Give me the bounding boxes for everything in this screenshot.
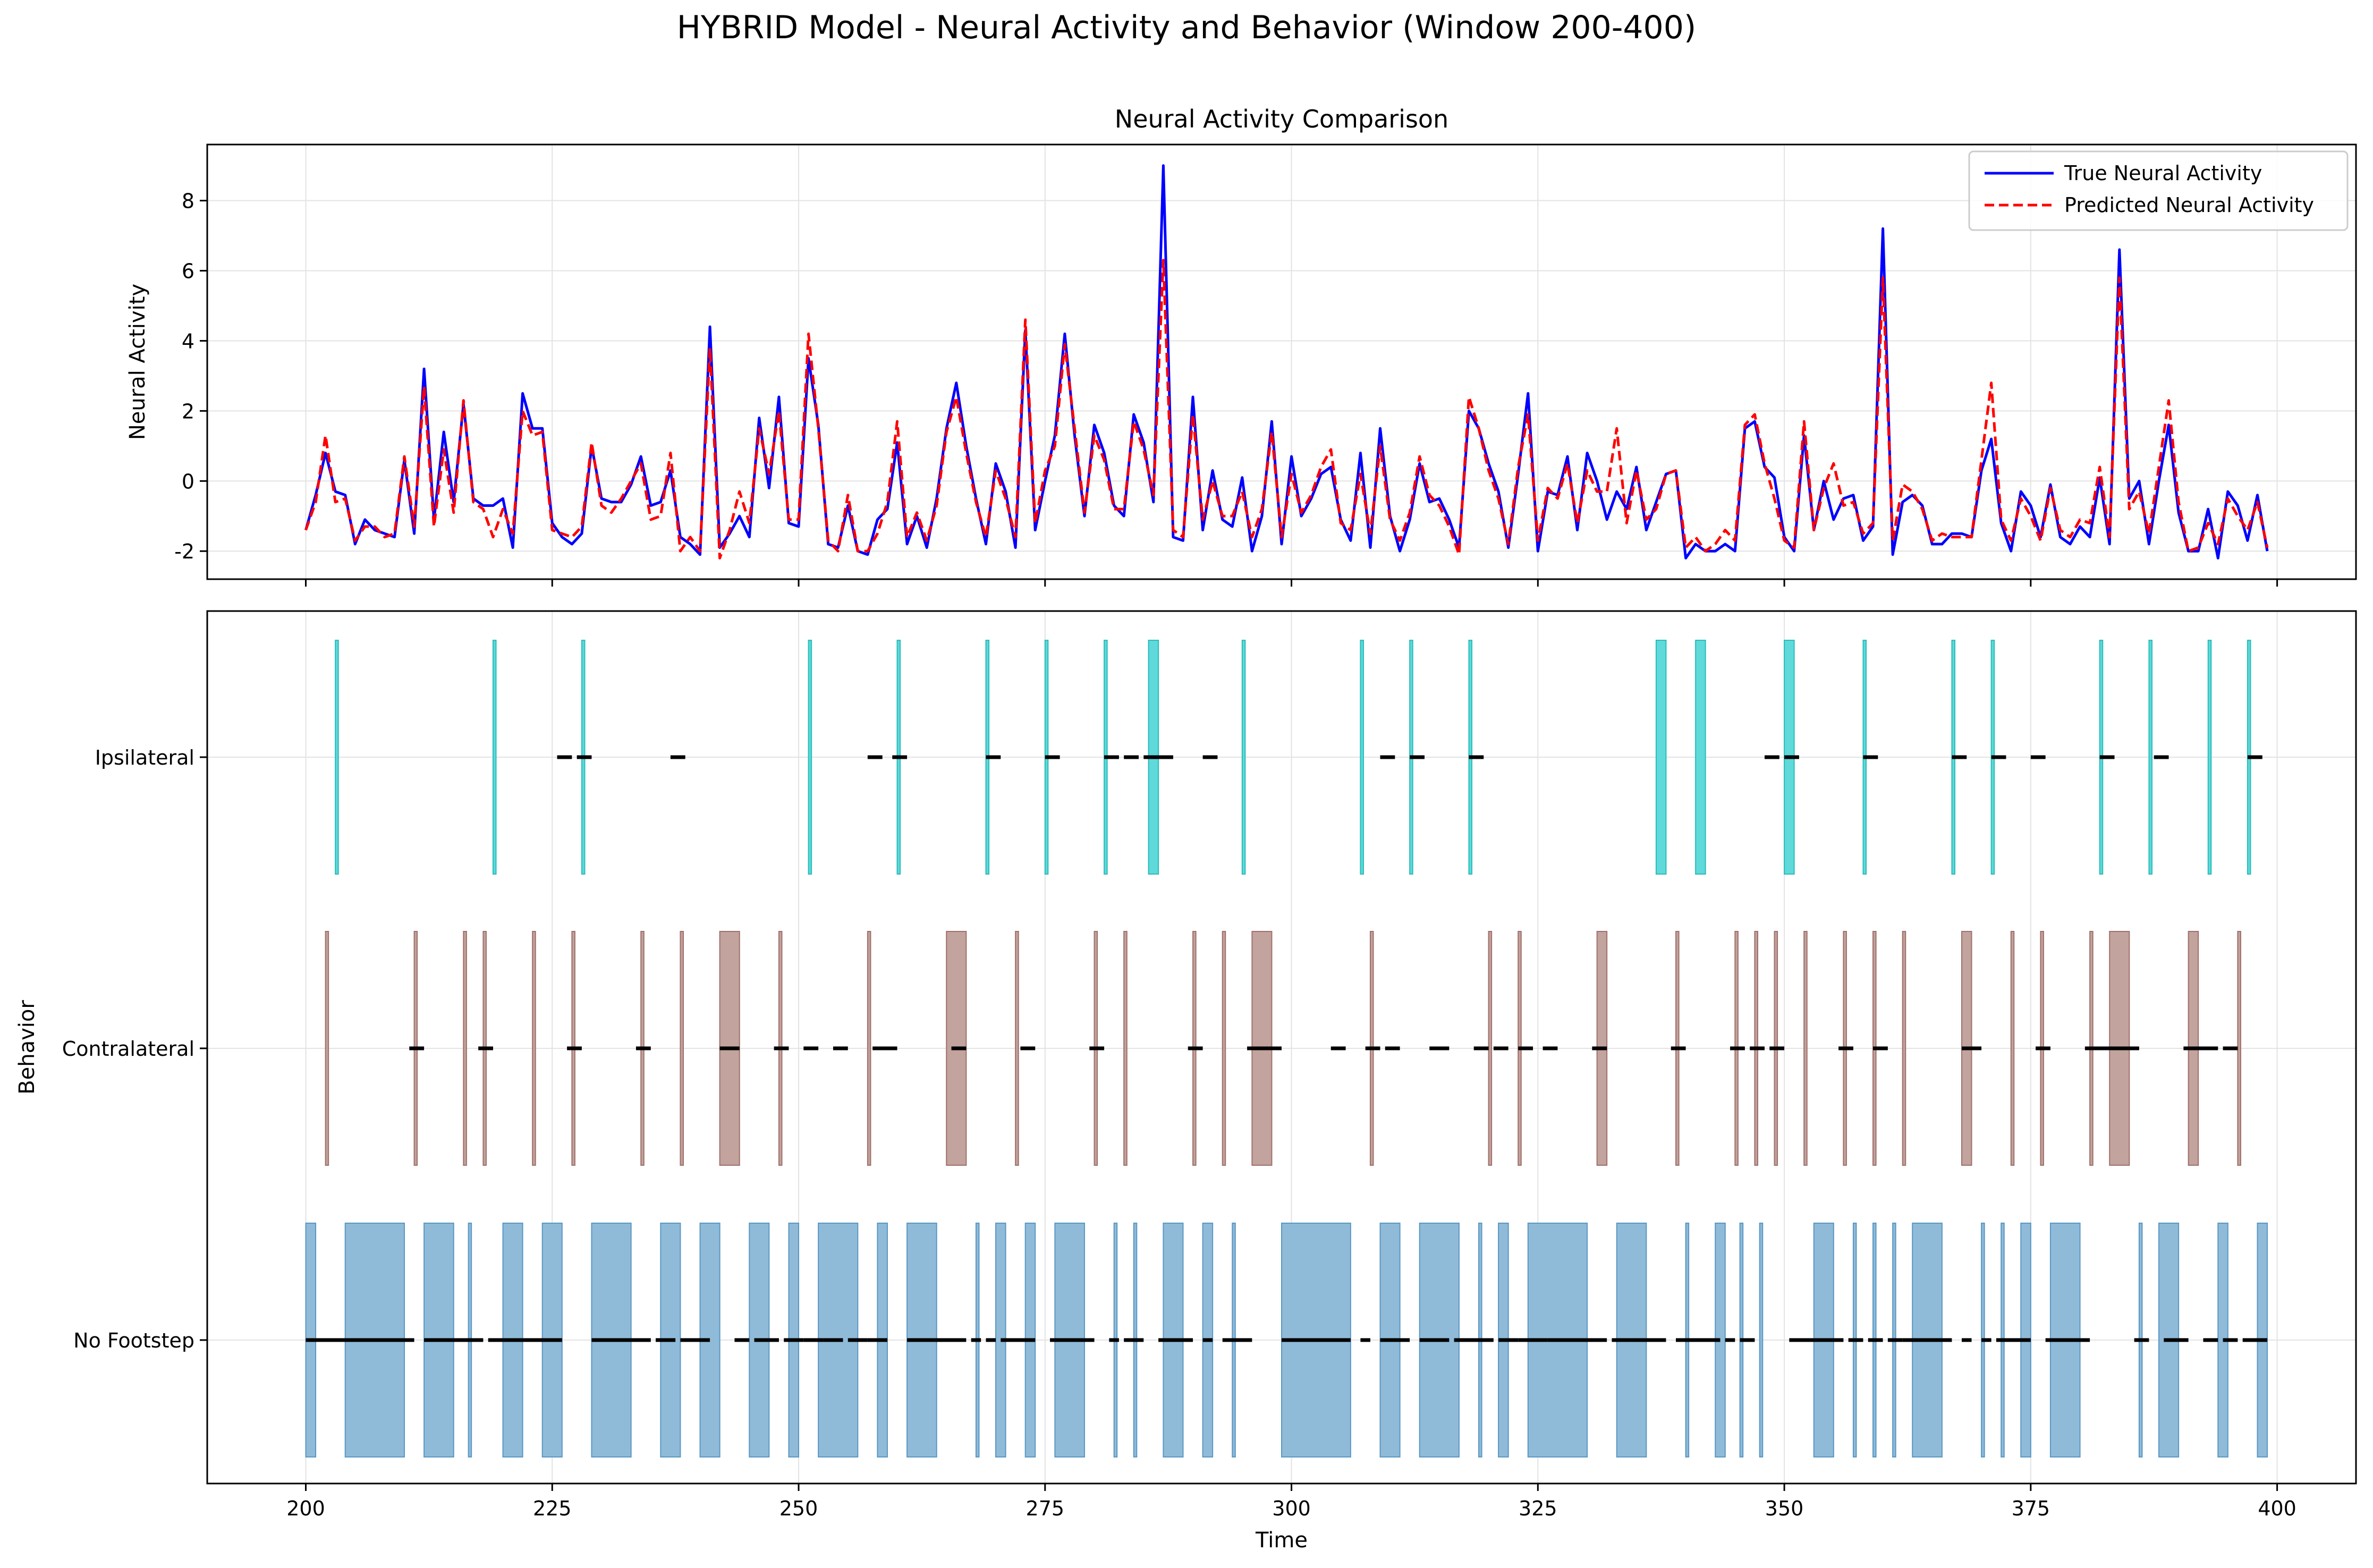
- true-activity-line: [304, 164, 2269, 560]
- bottom-x-tick-label: 325: [1519, 1497, 1557, 1520]
- legend-pred-label: Predicted Neural Activity: [2064, 193, 2314, 217]
- behavior-panel: 200 225 250 275 300 325 350 375 400 Ipsilateral Co…: [15, 610, 2357, 1553]
- bottom-y-tick-label: Contralateral: [62, 1037, 194, 1061]
- bottom-x-tick-label: 275: [1026, 1497, 1065, 1520]
- contralateral-span: [463, 931, 467, 1166]
- contralateral-span: [680, 931, 684, 1166]
- predicted-activity-line: [304, 259, 2269, 560]
- top-series-lines: [304, 164, 2269, 560]
- contralateral-span: [1488, 931, 1493, 1166]
- ipsilateral-span: [1241, 640, 1246, 875]
- contralateral-span: [1803, 931, 1808, 1166]
- top-grid: [207, 145, 2356, 579]
- top-title: Neural Activity Comparison: [1115, 105, 1448, 133]
- bottom-ylabel: Behavior: [15, 1000, 39, 1095]
- bottom-x-tick-label: 300: [1272, 1497, 1311, 1520]
- contralateral-span: [2010, 931, 2015, 1166]
- bottom-x-tick-label: 225: [533, 1497, 572, 1520]
- ipsilateral-span: [492, 640, 497, 875]
- top-y-tick-label: 4: [182, 329, 194, 353]
- bottom-x-tick-label: 400: [2258, 1497, 2296, 1520]
- bottom-x-tick-label: 350: [1765, 1497, 1804, 1520]
- top-y-tick-label: -2: [174, 540, 194, 563]
- contralateral-span: [867, 931, 871, 1166]
- bottom-axes-frame: [206, 610, 2357, 1485]
- legend-box: [1968, 150, 2349, 231]
- no-footstep-span: [1759, 1223, 1764, 1457]
- ipsilateral-span: [2148, 640, 2153, 875]
- bottom-ticks: 200 225 250 275 300 325 350 375 400 Ipsilateral Co…: [62, 746, 2296, 1520]
- top-axes-frame: [206, 143, 2357, 580]
- ipsilateral-span: [1655, 640, 1667, 875]
- neural-activity-panel: -2 0 2 4 6 8 Neural Activity Comparison Neura…: [125, 105, 2357, 587]
- legend: True Neural Activity Predicted Neural Ac…: [1968, 150, 2349, 231]
- legend-true-label: True Neural Activity: [2064, 162, 2262, 185]
- bottom-x-tick-label: 375: [2012, 1497, 2050, 1520]
- bottom-y-tick-label: Ipsilateral: [95, 746, 194, 769]
- contralateral-span: [2237, 931, 2241, 1166]
- top-ylabel: Neural Activity: [125, 284, 150, 440]
- ipsilateral-span: [1695, 640, 1706, 875]
- figure-suptitle: HYBRID Model - Neural Activity and Behav…: [677, 9, 1697, 46]
- contralateral-span: [532, 931, 536, 1166]
- top-y-tick-label: 8: [182, 190, 194, 213]
- bottom-xlabel: Time: [1255, 1528, 1308, 1553]
- top-y-tick-label: 0: [182, 470, 194, 493]
- bottom-x-tick-label: 200: [286, 1497, 325, 1520]
- bottom-x-tick-label: 250: [779, 1497, 818, 1520]
- ipsilateral-span: [335, 640, 339, 875]
- behavior-markers: [306, 755, 2268, 1342]
- ipsilateral-span: [808, 640, 812, 875]
- contralateral-span: [1222, 931, 1226, 1166]
- top-y-tick-label: 6: [182, 259, 194, 283]
- bottom-y-tick-label: No Footstep: [73, 1329, 194, 1352]
- contralateral-span: [325, 931, 329, 1166]
- ipsilateral-span: [2207, 640, 2212, 875]
- contralateral-span: [1123, 931, 1128, 1166]
- top-ticks: -2 0 2 4 6 8: [174, 190, 2278, 587]
- contralateral-span: [1015, 931, 1019, 1166]
- top-y-tick-label: 2: [182, 400, 194, 423]
- ipsilateral-span: [1360, 640, 1364, 875]
- contralateral-span: [1902, 931, 1906, 1166]
